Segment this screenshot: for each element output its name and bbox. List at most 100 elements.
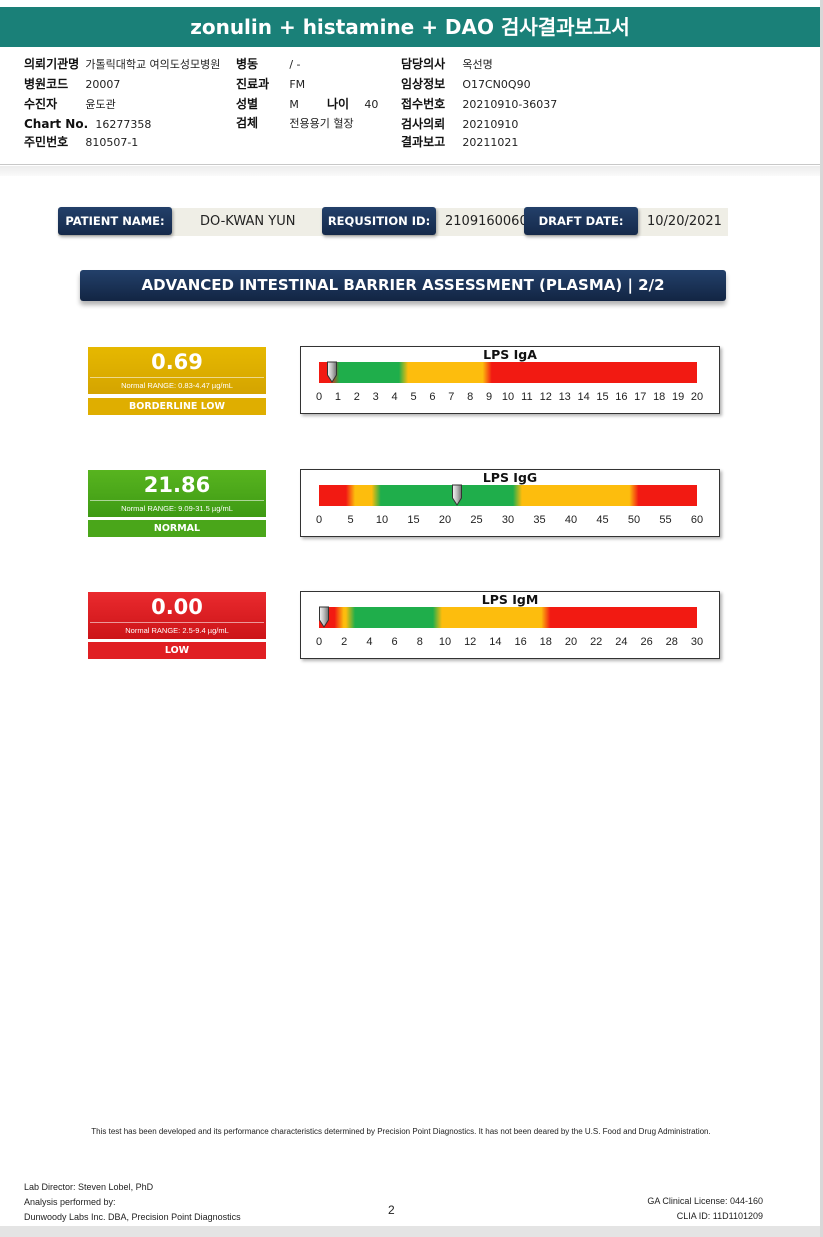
gauge-chart-igm: LPS IgM 0 2 4 6 8 10 12 14 16 18 20 22 24 26 28 30 <box>300 591 720 659</box>
gauge-tick-label: 45 <box>596 514 609 526</box>
patient-name-value: DO-KWAN YUN <box>200 214 296 229</box>
gauge-tick-label: 13 <box>558 391 571 403</box>
result-box-iga: 0.69 Normal RANGE: 0.83-4.47 µg/mL <box>88 347 266 394</box>
gauge-marker <box>451 484 462 506</box>
gauge-tick-label: 18 <box>653 391 666 403</box>
header-field-ward: 병동 / - <box>236 57 301 71</box>
gauge-chart-igg: LPS IgG 0 5 10 15 20 25 30 35 40 45 50 55 60 <box>300 469 720 537</box>
gauge-tick-label: 2 <box>341 636 348 648</box>
result-status-badge: NORMAL <box>88 520 266 537</box>
gauge-tick-label: 30 <box>501 514 515 526</box>
gauge-title: LPS IgA <box>483 347 537 362</box>
result-status-badge: LOW <box>88 642 266 659</box>
gauge-zone-red <box>319 485 351 506</box>
gauge-tick-label: 20 <box>690 391 704 403</box>
page-bottom-strip <box>0 1226 820 1237</box>
gauge-tick-label: 7 <box>448 391 455 403</box>
draft-date-value: 10/20/2021 <box>647 214 722 229</box>
gauge-chart-iga: LPS IgA 0 1 2 3 4 5 6 7 8 9 10 11 12 13 14 15 16 17 18 19 20 <box>300 346 720 414</box>
footer-line: Lab Director: Steven Lobel, PhD <box>24 1182 154 1192</box>
gauge-tick-label: 14 <box>489 636 502 648</box>
gauge-tick-label: 40 <box>564 514 578 526</box>
gauge-tick-label: 10 <box>375 514 389 526</box>
requisition-id-label: REQUSITION ID: <box>322 207 436 235</box>
header-field-department: 진료과 FM <box>236 77 306 91</box>
header-divider <box>0 166 820 176</box>
gauge-tick-label: 12 <box>464 636 477 648</box>
lab-director-info: Lab Director: Steven Lobel, PhD Analysis… <box>24 1180 241 1225</box>
gauge-tick-label: 15 <box>407 514 420 526</box>
result-box-igm: 0.00 Normal RANGE: 2.5-9.4 µg/mL <box>88 592 266 639</box>
header-field-receipt-no: 접수번호 20210910-36037 <box>401 97 558 111</box>
gauge-tick-label: 14 <box>577 391 590 403</box>
header-field-request-date: 검사의뢰 20210910 <box>401 117 519 131</box>
gauge-tick-label: 0 <box>315 636 323 648</box>
gauge-bar <box>319 607 697 628</box>
footer-line: GA Clinical License: 044-160 <box>647 1196 763 1206</box>
gauge-zone-yellow <box>339 607 350 628</box>
gauge-tick-label: 8 <box>467 391 474 403</box>
gauge-tick-label: 25 <box>470 514 483 526</box>
gauge-title: LPS IgG <box>482 470 538 485</box>
gauge-tick-label: 55 <box>659 514 672 526</box>
gauge-bar <box>319 362 697 383</box>
gauge-zone-yellow <box>517 485 634 506</box>
gauge-zone-yellow <box>437 607 545 628</box>
result-box-igg: 21.86 Normal RANGE: 9.09-31.5 µg/mL <box>88 470 266 517</box>
gauge-tick-label: 35 <box>533 514 546 526</box>
gauge-axis: 0 1 2 3 4 5 6 7 8 9 10 11 12 13 14 15 16 17 18 19 20 <box>315 391 703 405</box>
footer-line: CLIA ID: 11D1101209 <box>676 1211 763 1221</box>
result-range: Normal RANGE: 9.09-31.5 µg/mL <box>90 500 264 515</box>
gauge-tick-label: 3 <box>372 391 379 403</box>
gauge-tick-label: 50 <box>627 514 641 526</box>
page-number: 2 <box>388 1203 395 1217</box>
gauge-tick-label: 0 <box>315 391 323 403</box>
header-field-chart-no: Chart No. 16277358 <box>24 117 152 131</box>
gauge-tick-label: 5 <box>347 514 354 526</box>
gauge-axis: 0 2 4 6 8 10 12 14 16 18 20 22 24 26 28 30 <box>315 636 703 650</box>
header-field-resident-no: 주민번호 810507-1 <box>24 135 139 149</box>
gauge-tick-label: 22 <box>590 636 603 648</box>
gauge-tick-label: 8 <box>416 636 423 648</box>
gauge-tick-label: 11 <box>521 391 533 403</box>
gauge-tick-label: 17 <box>634 391 647 403</box>
gauge-tick-label: 9 <box>486 391 493 403</box>
footer-line: Dunwoody Labs Inc. DBA, Precision Point … <box>24 1212 241 1222</box>
gauge-tick-label: 15 <box>596 391 609 403</box>
draft-date-label: DRAFT DATE: <box>524 207 638 235</box>
patient-name-label: PATIENT NAME: <box>58 207 172 235</box>
gauge-tick-label: 10 <box>501 391 515 403</box>
gauge-zone-red <box>634 485 697 506</box>
result-range: Normal RANGE: 2.5-9.4 µg/mL <box>90 622 264 637</box>
result-range: Normal RANGE: 0.83-4.47 µg/mL <box>90 377 264 392</box>
result-value: 0.00 <box>151 595 203 619</box>
header-info-box <box>0 47 820 165</box>
gauge-tick-label: 1 <box>334 391 341 403</box>
result-value: 21.86 <box>143 473 211 497</box>
header-field-hospital-code: 병원코드 20007 <box>24 77 121 91</box>
gauge-axis: 0 5 10 15 20 25 30 35 40 45 50 55 60 <box>315 514 703 528</box>
gauge-tick-label: 4 <box>391 391 398 403</box>
header-field-doctor: 담당의사 옥선명 <box>401 57 493 71</box>
gauge-zone-red <box>487 362 697 383</box>
gauge-zone-green <box>351 607 438 628</box>
gauge-tick-label: 4 <box>366 636 373 648</box>
requisition-id-value: 2109160060 <box>445 214 528 229</box>
gauge-tick-label: 2 <box>353 391 360 403</box>
gauge-tick-label: 6 <box>429 391 436 403</box>
gauge-tick-label: 24 <box>615 636 628 648</box>
result-status-badge: BORDERLINE LOW <box>88 398 266 415</box>
header-field-specimen: 검체 전용용기 혈장 <box>236 116 354 130</box>
gauge-tick-label: 0 <box>315 514 323 526</box>
gauge-tick-label: 18 <box>539 636 552 648</box>
gauge-tick-label: 10 <box>438 636 452 648</box>
gauge-tick-label: 30 <box>690 636 704 648</box>
gauge-tick-label: 6 <box>391 636 398 648</box>
header-field-patient: 수진자 윤도관 <box>24 97 116 111</box>
header-field-institution: 의뢰기관명 가톨릭대학교 여의도성모병원 <box>24 57 221 71</box>
gauge-tick-label: 20 <box>564 636 578 648</box>
gauge-tick-label: 26 <box>640 636 653 648</box>
gauge-tick-label: 60 <box>690 514 704 526</box>
license-info: GA Clinical License: 044-160 CLIA ID: 11… <box>647 1194 763 1224</box>
